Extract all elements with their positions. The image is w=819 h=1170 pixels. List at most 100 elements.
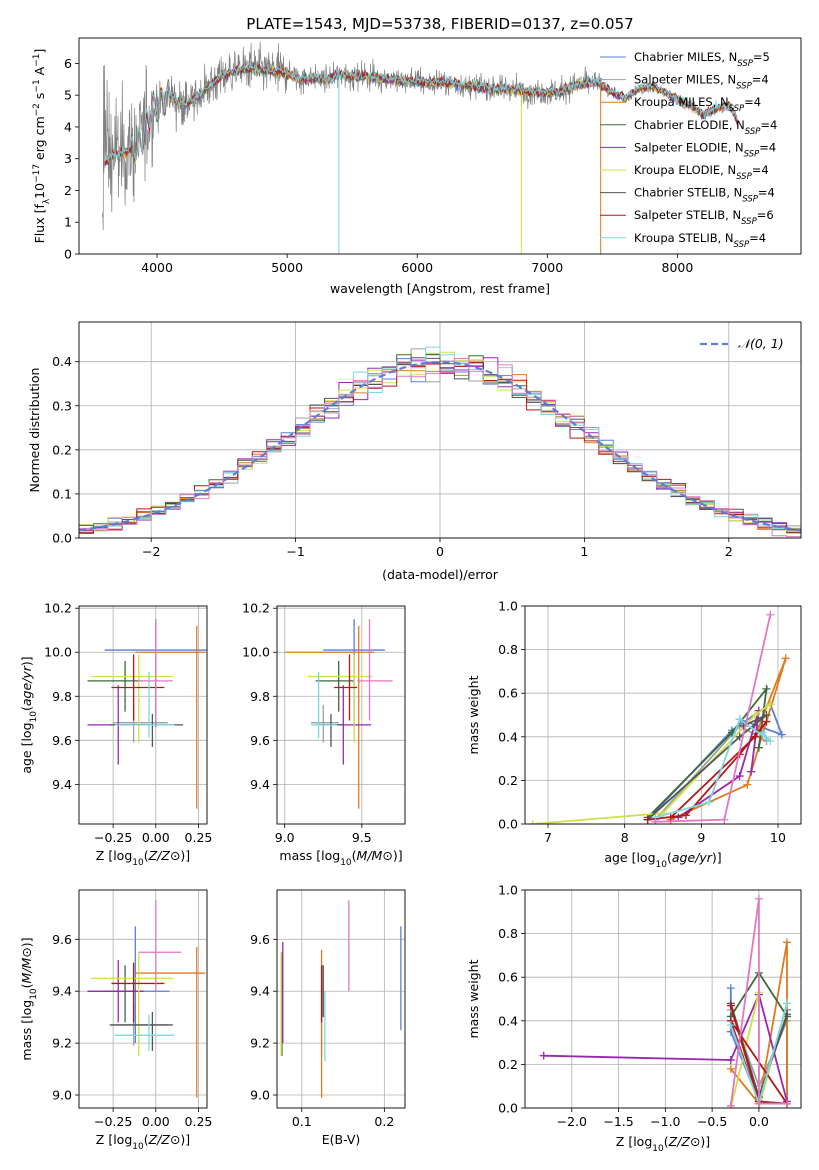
y-tick-label: 9.4	[250, 777, 270, 792]
label-part: 10	[29, 711, 39, 723]
label-part: )]	[180, 848, 190, 863]
x-axis-label: wavelength [Angstrom, rest frame]	[330, 281, 550, 296]
y-tick-label: 0.2	[498, 1057, 518, 1072]
y-axis-label: mass weight	[466, 675, 481, 754]
panel-age-vs-mass: 9.0 9.5 9.4 9.6 9.8 10.0 10.2 mass [log10(M/M⊙)…	[242, 601, 406, 868]
label-part: λ	[42, 198, 52, 204]
axes-frame	[524, 605, 802, 825]
weight-marker	[747, 767, 756, 776]
label-part: 10	[652, 1144, 664, 1154]
y-tick-label: 0.0	[498, 817, 518, 832]
weight-marker	[735, 715, 744, 724]
legend-sub: SSP	[736, 82, 752, 92]
label-part: M/M⊙	[357, 848, 393, 863]
weight-line	[532, 703, 771, 824]
legend-entry: 𝒩(0, 1)	[738, 336, 784, 351]
weight-marker	[758, 728, 767, 737]
y-axis-label: age [log10(age/yr)]	[19, 656, 39, 773]
panel-spectrum: 4000 5000 6000 7000 8000 0 1 2 3 4 5 6 Chabrier MILE…	[32, 37, 802, 296]
x-tick-label: 7	[544, 830, 552, 845]
y-tick-label: 9.4	[52, 984, 72, 999]
y-tick-label: 10.2	[44, 601, 72, 616]
weight-marker	[782, 999, 791, 1008]
plot-area	[284, 619, 393, 809]
weight-marker	[762, 684, 771, 693]
label-part: (	[352, 848, 357, 863]
legend-text: =4	[744, 95, 761, 109]
label-part: )]	[19, 656, 34, 666]
label-part: 10	[340, 858, 352, 868]
weight-marker	[674, 813, 683, 822]
weight-marker	[754, 894, 763, 903]
x-tick-label: 9.5	[352, 830, 372, 845]
x-tick-label: −0.25	[94, 830, 132, 845]
label-part: )]	[19, 937, 34, 947]
y-axis-label: Flux [fλ10−17 erg cm−2 s−1 A−1]	[32, 49, 52, 244]
x-axis-label: Z [log10(Z/Z⊙)]	[616, 1134, 710, 1154]
legend-text: =4	[760, 118, 777, 132]
y-tick-label: 0.4	[52, 354, 72, 369]
legend-text: Kroupa ELODIE, N	[634, 163, 736, 177]
y-tick-label: 9.4	[250, 984, 270, 999]
errorbar-point	[90, 654, 173, 743]
errorbar-point	[357, 619, 393, 721]
label-part: (	[19, 983, 34, 988]
weight-marker	[777, 730, 786, 739]
plot-area	[87, 619, 207, 809]
weight-line	[647, 720, 768, 821]
weight-marker	[754, 743, 763, 752]
errorbar-point	[135, 947, 206, 1098]
weight-marker	[766, 700, 775, 709]
legend-sub: SSP	[742, 195, 758, 205]
errorbar-point	[310, 705, 339, 743]
x-tick-label: 0.1	[292, 1114, 312, 1129]
legend: 𝒩(0, 1)	[700, 336, 784, 351]
histogram-series	[79, 346, 801, 533]
label-part: Z [log	[96, 1132, 132, 1147]
plot-area	[87, 900, 206, 1098]
x-tick-label: 0.00	[142, 1114, 170, 1129]
legend-text: Chabrier MILES, N	[634, 50, 737, 64]
legend-entry: Chabrier ELODIE, NSSP=4	[634, 118, 777, 137]
weight-marker	[762, 717, 771, 726]
plot-area	[539, 894, 791, 1108]
errorbar-point	[307, 654, 373, 743]
y-tick-label: 0.4	[498, 729, 518, 744]
errorbar-point	[90, 952, 173, 1057]
label-part: A	[32, 66, 47, 79]
x-tick-label: −0.25	[94, 1114, 132, 1129]
y-tick-label: 9.6	[52, 932, 72, 947]
label-part: E(B-V)	[322, 1132, 361, 1147]
label-part: (	[664, 1134, 669, 1149]
errorbar-point	[284, 625, 375, 809]
label-part: Z [log	[96, 848, 132, 863]
errorbar-point	[138, 619, 173, 721]
x-tick-label: −1	[286, 544, 304, 559]
x-axis-label: Z [log10(Z/Z⊙)]	[96, 848, 190, 868]
label-part: Z/Z⊙	[668, 1134, 701, 1149]
plot-area	[528, 610, 790, 824]
weight-marker	[651, 817, 660, 824]
label-part: −17	[32, 164, 42, 183]
y-tick-label: 0.0	[52, 531, 72, 546]
x-tick-label: −1.5	[603, 1114, 633, 1129]
errorbar-point	[109, 1011, 173, 1051]
legend-sub: SSP	[745, 127, 761, 137]
legend-text: Salpeter ELODIE, N	[634, 140, 744, 154]
errorbar-point	[315, 661, 355, 712]
weight-marker	[766, 610, 775, 619]
legend-entry: Salpeter STELIB, NSSP=6	[634, 208, 774, 227]
legend-text: Salpeter MILES, N	[634, 73, 736, 87]
legend-text: Chabrier STELIB, N	[634, 186, 742, 200]
y-tick-label: 0.2	[498, 773, 518, 788]
axes-frame	[524, 889, 802, 1109]
label-part: 10	[29, 988, 39, 1000]
legend-sub: SSP	[744, 149, 760, 159]
histogram-series	[79, 357, 801, 531]
weight-marker	[726, 1064, 735, 1073]
axes-frame	[276, 889, 406, 1109]
label-part: 10	[656, 860, 668, 870]
